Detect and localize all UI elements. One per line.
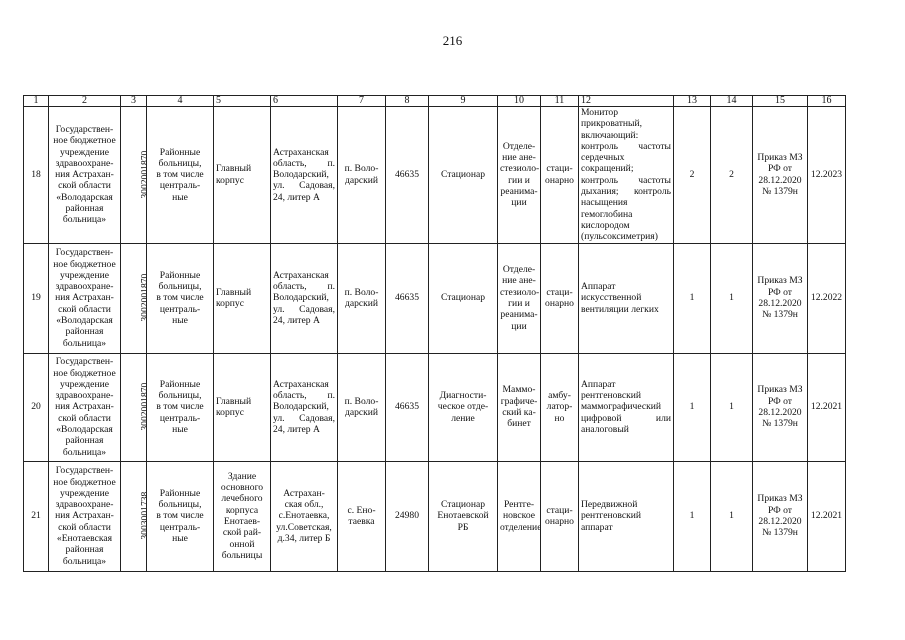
table-row: 19 Государствен- ное бюджетное учреждение…: [23, 242, 846, 354]
header-cell: 4: [146, 95, 214, 107]
header-cell: 10: [497, 95, 541, 107]
header-cell: 6: [270, 95, 338, 107]
institution-code-cell: 3002001870: [120, 106, 147, 244]
header-cell: 5: [213, 95, 271, 107]
legal-basis-cell: Приказ МЗ РФ от 28.12.2020 № 1379н: [752, 352, 808, 462]
care-form-cell: стаци- онарно: [540, 242, 579, 354]
table-row: 20 Государствен- ное бюджетное учреждение…: [23, 352, 846, 462]
hospital-type-cell: Районные больницы, в том числе централь-…: [146, 242, 214, 354]
equipment-cell: Передвижной рентгеновский аппарат: [578, 460, 674, 572]
header-cell: 3: [120, 95, 147, 107]
unit-cell: Стационар: [428, 242, 498, 354]
building-cell: Главный корпус: [213, 352, 271, 462]
row-number-cell: 20: [23, 352, 49, 462]
header-row: 1 2 3 4 5 6 7 8 9 10 11 12 13 14 15 16: [23, 95, 846, 107]
unit-cell: Стационар: [428, 106, 498, 244]
header-cell: 14: [710, 95, 753, 107]
department-cell: Маммо- графиче- ский ка- бинет: [497, 352, 541, 462]
row-number-cell: 19: [23, 242, 49, 354]
care-form-cell: стаци- онарно: [540, 106, 579, 244]
equipment-cell: Аппарат рентгеновский маммографический ц…: [578, 352, 674, 462]
oktmo-code-cell: 46635: [385, 352, 429, 462]
deadline-cell: 12.2023: [807, 106, 846, 244]
header-cell: 2: [48, 95, 121, 107]
deadline-cell: 12.2021: [807, 352, 846, 462]
institution-code-text: 3003001738: [139, 492, 147, 541]
address-cell: Астраханская область, п. Володарский, ул…: [270, 106, 338, 244]
institution-name-cell: Государствен- ное бюджетное учреждение з…: [48, 460, 121, 572]
building-cell: Здание основного лечебного корпуса Енота…: [213, 460, 271, 572]
table-row: 21 Государствен- ное бюджетное учреждение…: [23, 460, 846, 572]
department-cell: Отделе- ние ане- стезиоло- гии и реанима…: [497, 242, 541, 354]
hospital-type-cell: Районные больницы, в том числе централь-…: [146, 352, 214, 462]
quantity-required-cell: 1: [673, 352, 711, 462]
department-cell: Отделе- ние ане- стезиоло- гии и реанима…: [497, 106, 541, 244]
institution-name-cell: Государствен- ное бюджетное учреждение з…: [48, 352, 121, 462]
locality-cell: п. Воло- дарский: [337, 242, 386, 354]
quantity-planned-cell: 2: [710, 106, 753, 244]
institution-name-cell: Государствен- ное бюджетное учреждение з…: [48, 242, 121, 354]
oktmo-code-cell: 46635: [385, 242, 429, 354]
address-cell: Астраханская область, п. Володарский, ул…: [270, 352, 338, 462]
locality-cell: п. Воло- дарский: [337, 352, 386, 462]
header-cell: 11: [540, 95, 579, 107]
address-cell: Астрахан- ская обл., с.Енотаевка, ул.Сов…: [270, 460, 338, 572]
quantity-planned-cell: 1: [710, 352, 753, 462]
oktmo-code-cell: 24980: [385, 460, 429, 572]
header-cell: 9: [428, 95, 498, 107]
care-form-cell: стаци- онарно: [540, 460, 579, 572]
department-cell: Рентге- новское отделение: [497, 460, 541, 572]
building-cell: Главный корпус: [213, 242, 271, 354]
building-cell: Главный корпус: [213, 106, 271, 244]
header-cell: 15: [752, 95, 808, 107]
deadline-cell: 12.2022: [807, 242, 846, 354]
institution-code-text: 3002001870: [139, 150, 147, 199]
quantity-required-cell: 1: [673, 242, 711, 354]
hospital-type-cell: Районные больницы, в том числе централь-…: [146, 460, 214, 572]
header-cell: 8: [385, 95, 429, 107]
equipment-cell: Аппарат искусственной вентиляции легких: [578, 242, 674, 354]
institution-code-cell: 3002001870: [120, 242, 147, 354]
table-row: 18 Государствен- ное бюджетное учреждение…: [23, 106, 846, 244]
quantity-required-cell: 1: [673, 460, 711, 572]
legal-basis-cell: Приказ МЗ РФ от 28.12.2020 № 1379н: [752, 106, 808, 244]
page-number: 216: [442, 33, 463, 48]
institution-name-cell: Государствен- ное бюджетное учреждение з…: [48, 106, 121, 244]
unit-cell: Диагности- ческое отде- ление: [428, 352, 498, 462]
row-number-cell: 21: [23, 460, 49, 572]
locality-cell: п. Воло- дарский: [337, 106, 386, 244]
equipment-table: 1 2 3 4 5 6 7 8 9 10 11 12 13 14 15 16 18 Государствен- н…: [23, 95, 846, 572]
institution-code-text: 3002001870: [139, 383, 147, 432]
header-cell: 12: [578, 95, 674, 107]
institution-code-cell: 3003001738: [120, 460, 147, 572]
deadline-cell: 12.2021: [807, 460, 846, 572]
header-cell: 1: [23, 95, 49, 107]
header-cell: 13: [673, 95, 711, 107]
quantity-required-cell: 2: [673, 106, 711, 244]
address-cell: Астраханская область, п. Володарский, ул…: [270, 242, 338, 354]
header-cell: 7: [337, 95, 386, 107]
row-number-cell: 18: [23, 106, 49, 244]
care-form-cell: амбу- латор- но: [540, 352, 579, 462]
institution-code-text: 3002001870: [139, 274, 147, 323]
unit-cell: Стационар Енотаевской РБ: [428, 460, 498, 572]
locality-cell: с. Ено- таевка: [337, 460, 386, 572]
oktmo-code-cell: 46635: [385, 106, 429, 244]
quantity-planned-cell: 1: [710, 460, 753, 572]
hospital-type-cell: Районные больницы, в том числе централь-…: [146, 106, 214, 244]
legal-basis-cell: Приказ МЗ РФ от 28.12.2020 № 1379н: [752, 242, 808, 354]
quantity-planned-cell: 1: [710, 242, 753, 354]
legal-basis-cell: Приказ МЗ РФ от 28.12.2020 № 1379н: [752, 460, 808, 572]
header-cell: 16: [807, 95, 846, 107]
institution-code-cell: 3002001870: [120, 352, 147, 462]
equipment-cell: Монитор прикроватный, включающий: контро…: [578, 106, 674, 244]
